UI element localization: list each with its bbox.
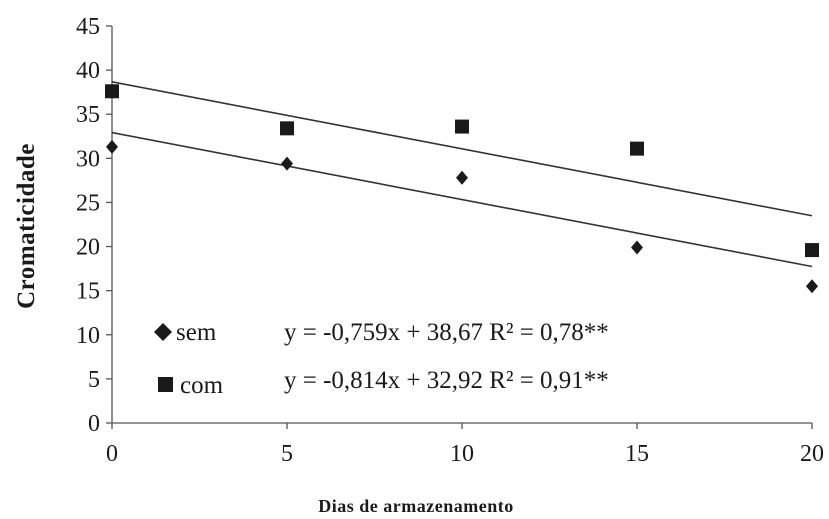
y-tick-label: 5 [88, 367, 100, 393]
equation-sem: y = -0,759x + 38,67 R² = 0,78** [284, 319, 609, 346]
point-com [630, 141, 644, 156]
y-tick-label: 40 [76, 58, 100, 84]
tick-labels: 0 5 10 15 20 25 30 35 40 45 0 5 10 15 20 [76, 14, 824, 467]
trendline-com [111, 81, 813, 217]
point-com [105, 84, 119, 99]
legend: sem y = -0,759x + 38,67 R² = 0,78** com … [154, 319, 609, 399]
trendlines [111, 81, 813, 268]
y-tick-label: 25 [76, 190, 100, 216]
legend-marker-sem [154, 323, 172, 341]
point-sem [456, 170, 468, 185]
y-tick-label: 15 [76, 279, 100, 305]
legend-marker-com [158, 377, 173, 392]
point-com [455, 119, 469, 134]
trendline-sem [111, 131, 813, 268]
legend-label-com: com [180, 372, 224, 399]
data-points [105, 84, 819, 294]
point-com [805, 243, 819, 258]
point-sem [106, 139, 118, 154]
y-tick-label: 0 [88, 411, 100, 437]
equation-com: y = -0,814x + 32,92 R² = 0,91** [284, 367, 609, 394]
y-tick-label: 35 [76, 102, 100, 128]
y-axis-title: Cromaticidade [13, 143, 40, 309]
point-sem [631, 240, 643, 255]
y-tick-label: 20 [76, 235, 100, 261]
x-tick-label: 0 [106, 441, 118, 467]
x-tick-label: 15 [625, 441, 649, 467]
x-tick-label: 20 [800, 441, 824, 467]
x-tick-label: 10 [450, 441, 474, 467]
y-tick-label: 45 [76, 14, 100, 40]
x-axis-title: Dias de armazenamento [318, 496, 513, 516]
x-tick-label: 5 [281, 441, 293, 467]
point-com [280, 121, 294, 136]
y-tick-label: 10 [76, 323, 100, 349]
y-tick-label: 30 [76, 146, 100, 172]
point-sem [281, 156, 293, 171]
legend-label-sem: sem [176, 319, 217, 346]
point-sem [806, 279, 818, 294]
